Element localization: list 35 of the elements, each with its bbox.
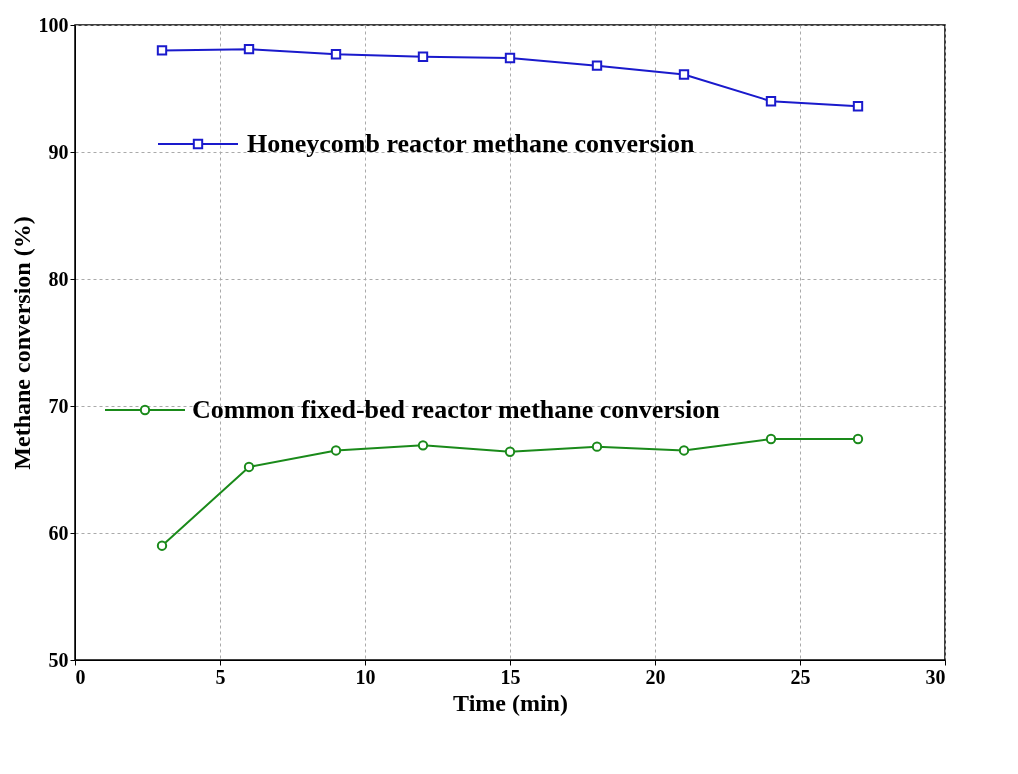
point [852, 101, 864, 112]
point [156, 45, 168, 56]
x-tick-label: 25 [790, 665, 811, 688]
point [765, 96, 777, 107]
y-axis-title: Methane conversion (%) [8, 216, 35, 470]
x-tick-label: 10 [355, 665, 376, 688]
x-tick-label: 15 [500, 665, 521, 688]
point [417, 51, 429, 62]
legend-label: Common fixed-bed reactor methane conversion [192, 395, 721, 424]
point [504, 446, 516, 457]
point [504, 52, 516, 64]
x-tick-label: 5 [215, 665, 226, 688]
x-axis-title: Time (min) [453, 689, 568, 716]
x-tick-label: 0 [75, 665, 86, 688]
point [156, 540, 168, 551]
x-tick-label: 30 [925, 665, 946, 688]
point [591, 60, 603, 71]
point [591, 441, 603, 452]
y-tick-label: 70 [48, 394, 69, 417]
point [852, 433, 864, 445]
point [243, 461, 255, 473]
point [765, 433, 777, 445]
y-tick-label: 100 [38, 13, 69, 36]
point [678, 445, 690, 456]
point [678, 69, 690, 80]
x-tick-label: 20 [645, 665, 666, 688]
point [417, 440, 429, 451]
y-tick-label: 90 [48, 140, 69, 163]
y-tick-label: 80 [48, 267, 69, 290]
point [330, 49, 342, 60]
y-tick-label: 60 [48, 521, 69, 544]
legend-label: Honeycomb reactor methane conversion [247, 129, 695, 158]
point [330, 445, 342, 456]
y-tick-label: 50 [48, 648, 69, 671]
point [243, 43, 255, 55]
